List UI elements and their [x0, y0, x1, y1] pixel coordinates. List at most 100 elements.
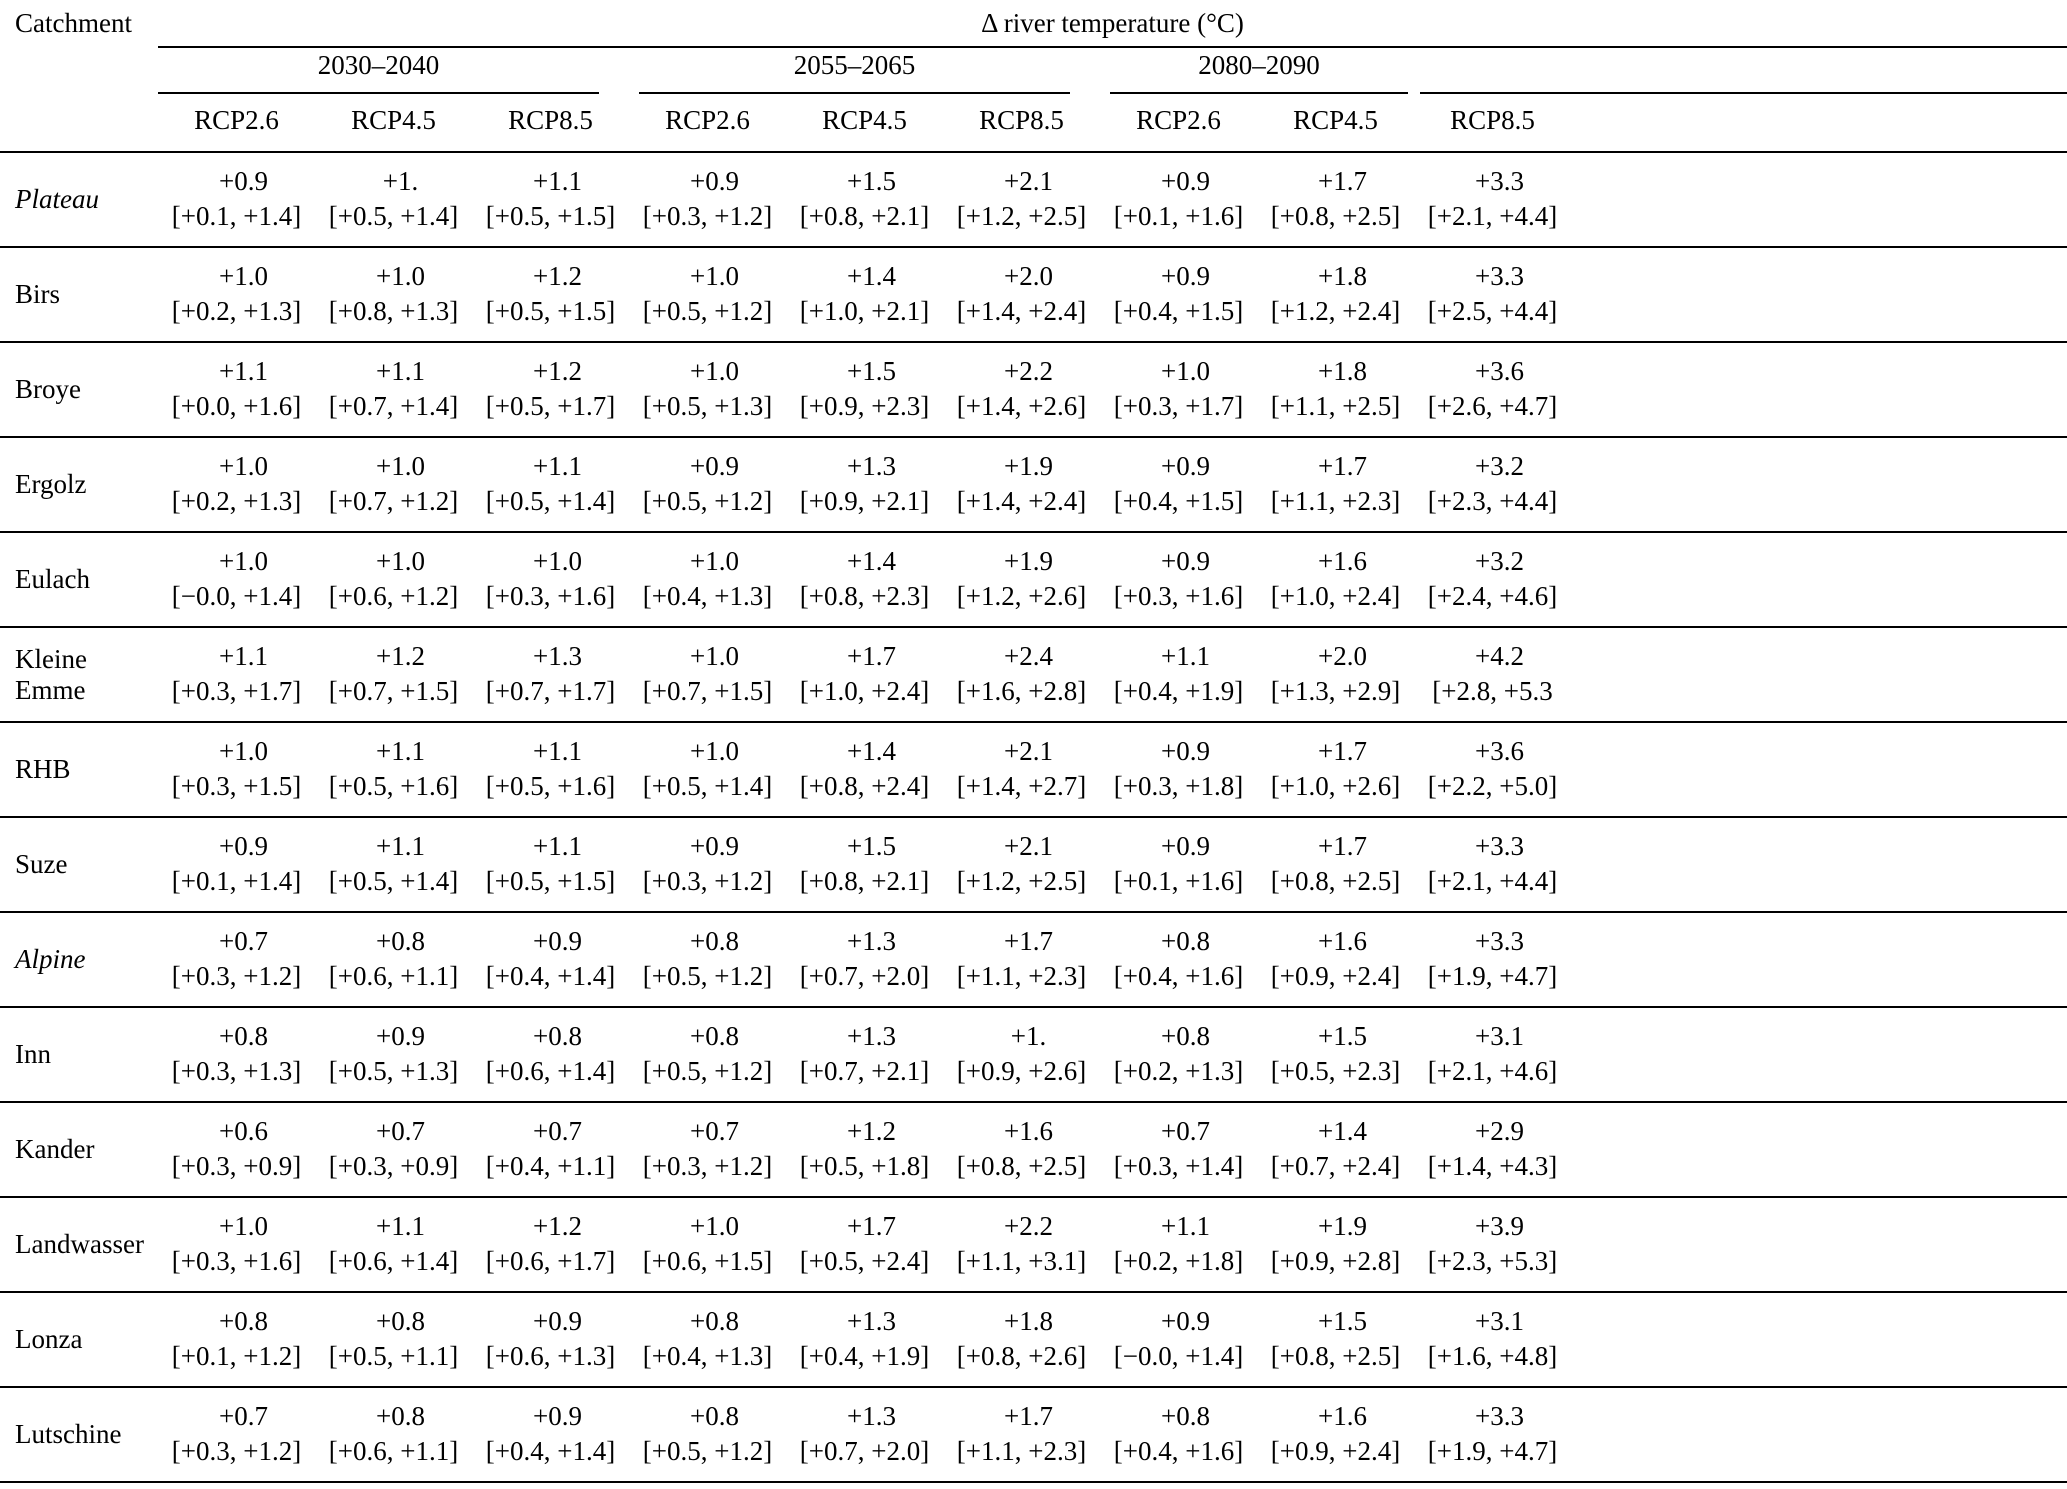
range-value: [+0.3, +1.2]: [171, 1436, 302, 1466]
range-value: [+0.4, +1.1]: [485, 1151, 616, 1181]
median-value: +1.0: [690, 546, 739, 576]
temperature-cell: +0.7 [+0.3, +1.2]: [629, 1102, 786, 1198]
median-value: +3.3: [1475, 261, 1524, 291]
temperature-cell: +0.8 [+0.6, +1.4]: [472, 1007, 629, 1103]
median-value: +2.9: [1475, 1116, 1524, 1146]
scenario-header-rcp85: RCP8.5: [1414, 94, 1571, 153]
temperature-cell: +1.1 [+0.5, +1.5]: [472, 817, 629, 913]
median-value: +3.6: [1475, 736, 1524, 766]
median-value: +1.8: [1318, 261, 1367, 291]
temperature-cell: +1.1 [+0.5, +1.6]: [472, 722, 629, 818]
median-value: +0.9: [533, 926, 582, 956]
temperature-cell: +3.1 [+2.1, +4.6]: [1414, 1007, 1571, 1103]
median-value: +1.0: [219, 261, 268, 291]
range-value: [+0.7, +1.5]: [328, 676, 459, 706]
median-value: +1.5: [847, 831, 896, 861]
table-row: Landwasser +1.0 [+0.3, +1.6] +1.1 [+0.6, +1.…: [0, 1197, 2067, 1293]
temperature-cell: +3.3 [+1.9, +4.7]: [1414, 1387, 1571, 1483]
median-value: +1.2: [847, 1116, 896, 1146]
median-value: +1.0: [376, 451, 425, 481]
temperature-cell: +0.7 [+0.4, +1.1]: [472, 1102, 629, 1198]
spanner-row: Catchment Δ river temperature (°C): [0, 0, 2067, 48]
median-value: +0.7: [219, 926, 268, 956]
median-value: +3.3: [1475, 166, 1524, 196]
median-value: +0.7: [1161, 1116, 1210, 1146]
range-value: [+0.6, +1.1]: [328, 1436, 459, 1466]
median-value: +1.5: [847, 356, 896, 386]
median-value: +3.2: [1475, 451, 1524, 481]
filler-cell: [1571, 627, 2067, 723]
median-value: +1.6: [1318, 1401, 1367, 1431]
temperature-cell: +3.2 [+2.4, +4.6]: [1414, 532, 1571, 628]
temperature-cell: +3.9 [+2.3, +5.3]: [1414, 1197, 1571, 1293]
median-value: +0.9: [1161, 451, 1210, 481]
temperature-cell: +2.4 [+1.6, +2.8]: [943, 627, 1100, 723]
period-label: 2055–2065: [639, 48, 1070, 94]
filler-cell: [1571, 1102, 2067, 1198]
temperature-cell: +0.9 [+0.1, +1.4]: [158, 152, 315, 248]
temperature-cell: +0.9 [+0.1, +1.4]: [158, 817, 315, 913]
range-value: [+0.6, +1.1]: [328, 961, 459, 991]
catchment-name: Inn: [0, 1007, 158, 1103]
range-value: [+0.7, +1.5]: [642, 676, 773, 706]
range-value: [+0.4, +1.5]: [1113, 486, 1244, 516]
range-value: [+0.3, +1.7]: [1113, 391, 1244, 421]
median-value: +3.6: [1475, 356, 1524, 386]
range-value: [+0.8, +2.5]: [1270, 201, 1401, 231]
temperature-cell: +1.3 [+0.7, +2.0]: [786, 1387, 943, 1483]
median-value: +1.2: [533, 1211, 582, 1241]
median-value: +1.: [382, 166, 419, 196]
catchment-name: Kander: [0, 1102, 158, 1198]
range-value: [+0.2, +1.8]: [1113, 1246, 1244, 1276]
temperature-cell: +2.0 [+1.3, +2.9]: [1257, 627, 1414, 723]
temperature-cell: +0.9 [+0.3, +1.2]: [629, 152, 786, 248]
range-value: [+0.3, +1.6]: [1113, 581, 1244, 611]
median-value: +0.9: [1161, 546, 1210, 576]
period-rule-tail: [1414, 47, 2067, 94]
median-value: +1.0: [690, 261, 739, 291]
range-value: [+1.1, +2.3]: [1270, 486, 1401, 516]
range-value: [+2.1, +4.4]: [1427, 866, 1558, 896]
median-value: +0.9: [1161, 261, 1210, 291]
range-value: [+0.5, +1.5]: [485, 201, 616, 231]
temperature-cell: +0.8 [+0.4, +1.6]: [1100, 1387, 1257, 1483]
median-value: +1.3: [847, 1306, 896, 1336]
range-value: [+0.1, +1.4]: [171, 201, 302, 231]
temperature-cell: +1.3 [+0.9, +2.1]: [786, 437, 943, 533]
range-value: [+0.4, +1.9]: [799, 1341, 930, 1371]
temperature-cell: +1.9 [+1.2, +2.6]: [943, 532, 1100, 628]
temperature-cell: +0.9 [−0.0, +1.4]: [1100, 1292, 1257, 1388]
range-value: [+0.9, +2.8]: [1270, 1246, 1401, 1276]
temperature-cell: +1.0 [+0.6, +1.2]: [315, 532, 472, 628]
range-value: [+0.5, +1.4]: [642, 771, 773, 801]
temperature-cell: +0.9 [+0.1, +1.6]: [1100, 152, 1257, 248]
temperature-cell: +1.1 [+0.5, +1.4]: [472, 437, 629, 533]
temperature-cell: +1.7 [+1.0, +2.4]: [786, 627, 943, 723]
range-value: [+2.2, +5.0]: [1427, 771, 1558, 801]
temperature-cell: +0.9 [+0.6, +1.3]: [472, 1292, 629, 1388]
median-value: +3.1: [1475, 1021, 1524, 1051]
temperature-cell: +1.3 [+0.7, +2.1]: [786, 1007, 943, 1103]
temperature-cell: +3.3 [+2.1, +4.4]: [1414, 152, 1571, 248]
temperature-cell: +0.9 [+0.5, +1.2]: [629, 437, 786, 533]
median-value: +1.0: [219, 1211, 268, 1241]
catchment-name: Alpine: [0, 912, 158, 1008]
table-row: Lutschine +0.7 [+0.3, +1.2] +0.8 [+0.6, +1.1…: [0, 1387, 2067, 1483]
temperature-cell: +1.3 [+0.4, +1.9]: [786, 1292, 943, 1388]
range-value: [−0.0, +1.4]: [171, 581, 302, 611]
range-value: [+1.6, +4.8]: [1427, 1341, 1558, 1371]
range-value: [+0.2, +1.3]: [1113, 1056, 1244, 1086]
temperature-cell: +1.1 [+0.5, +1.5]: [472, 152, 629, 248]
temperature-cell: +2.1 [+1.2, +2.5]: [943, 817, 1100, 913]
catchment-name: Kleine Emme: [0, 627, 158, 723]
range-value: [+0.3, +1.8]: [1113, 771, 1244, 801]
range-value: [+0.4, +1.3]: [642, 1341, 773, 1371]
range-value: [+0.6, +1.5]: [642, 1246, 773, 1276]
median-value: +2.1: [1004, 166, 1053, 196]
table-row: Alpine +0.7 [+0.3, +1.2] +0.8 [+0.6, +1.1] +0…: [0, 912, 2067, 1008]
range-value: [−0.0, +1.4]: [1113, 1341, 1244, 1371]
range-value: [+0.5, +1.3]: [328, 1056, 459, 1086]
range-value: [+0.2, +1.3]: [171, 296, 302, 326]
filler-cell: [1571, 722, 2067, 818]
